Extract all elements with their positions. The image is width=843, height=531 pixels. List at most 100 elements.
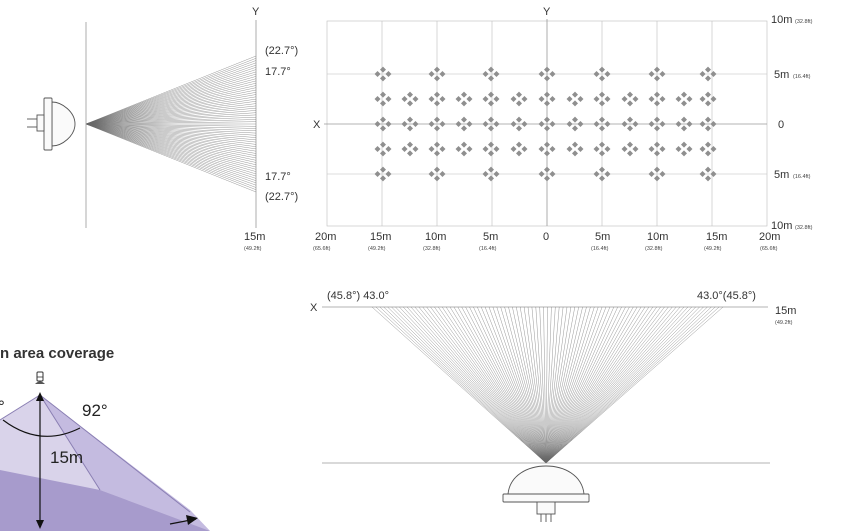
beam-ray (85, 123, 257, 179)
beam-ray (85, 105, 257, 125)
detection-zone-blob (604, 146, 611, 152)
detection-zone-blob (572, 100, 578, 107)
beam-ray (85, 123, 257, 143)
beam-ray (535, 306, 547, 464)
detection-zone-blob (538, 71, 545, 77)
detection-zone-blob (675, 96, 682, 102)
detection-zone-blob (482, 71, 489, 77)
beam-ray (85, 123, 257, 175)
detection-zone-blob (675, 121, 682, 127)
detection-zone-blob (549, 146, 556, 152)
beam-ray (85, 112, 257, 125)
detection-zone-blob (488, 91, 494, 98)
detection-zone-blob (455, 96, 462, 102)
detection-zone-blob (374, 71, 381, 77)
detection-zone-blob (544, 166, 550, 173)
detection-zone-blob (572, 150, 578, 157)
detection-zone-blob (412, 146, 419, 152)
beam-ray (504, 306, 547, 464)
beam-ray (545, 306, 657, 464)
beam-ray (453, 306, 547, 464)
beam-ray (545, 306, 599, 464)
beam-ray (545, 306, 681, 464)
detection-zone-blob (648, 146, 655, 152)
beam-ray (445, 306, 547, 464)
beam-ray (85, 123, 257, 150)
detection-zone-blob (654, 75, 660, 82)
beam-ray (85, 98, 257, 125)
detection-zone-blob (434, 66, 440, 73)
height-arrow-head-up (36, 392, 44, 401)
pyramid-edge (39, 394, 191, 513)
beam-ray (371, 306, 547, 464)
bottom-label-7-m: 15m (706, 231, 727, 243)
detection-zone-blob (710, 146, 717, 152)
detection-zone-blob (549, 71, 556, 77)
detection-zone-blob (434, 166, 440, 173)
detection-zone-blob (407, 125, 413, 132)
beam-ray (545, 306, 673, 464)
coverage-pyramid-floor (0, 470, 210, 531)
detection-zone-blob (632, 121, 639, 127)
detection-zone-blob (675, 146, 682, 152)
outer-angle-top: (22.7°) (265, 45, 298, 57)
detection-zone-blob (434, 125, 440, 132)
detection-zone-blob (434, 100, 440, 107)
detection-zone-blob (599, 125, 605, 132)
beam-ray (545, 306, 568, 464)
beam-ray (527, 306, 547, 464)
detection-zone-blob (710, 171, 717, 177)
beam-ray (508, 306, 547, 464)
beam-ray (545, 306, 583, 464)
beam-ray (85, 123, 257, 145)
side-view-range-m: 15m (244, 231, 265, 243)
detection-zone-blob (544, 66, 550, 73)
beam-ray (85, 123, 257, 131)
beam-ray (414, 306, 547, 464)
detection-zone-blob (466, 96, 473, 102)
beam-ray (545, 306, 630, 464)
beam-ray (545, 306, 622, 464)
detection-zone-blob (412, 121, 419, 127)
beam-ray (545, 306, 696, 464)
detection-zone-blob (577, 96, 584, 102)
detection-zone-blob (374, 96, 381, 102)
beam-ray (545, 306, 552, 464)
detection-zone-blob (488, 125, 494, 132)
beam-ray (434, 306, 547, 464)
detection-zone-blob (627, 141, 633, 148)
beam-ray (488, 306, 547, 464)
detection-zone-blob (627, 116, 633, 123)
detection-zone-blob (538, 171, 545, 177)
beam-ray (539, 306, 547, 464)
inner-angle-bottom: 17.7° (265, 171, 291, 183)
detection-zone-blob (632, 146, 639, 152)
detection-zone-blob (593, 71, 600, 77)
detection-zone-blob (538, 96, 545, 102)
detection-zone-blob (686, 96, 693, 102)
side-view: Y (22.7°) 17.7° 17.7° (22.7°) 15m (49.2f… (27, 6, 298, 252)
detection-zone-blob (385, 146, 392, 152)
detection-zone-blob (493, 171, 500, 177)
detection-zone-blob (577, 146, 584, 152)
detection-zone-blob (401, 96, 408, 102)
detection-zone-blob (627, 91, 633, 98)
bottom-label-4-m: 0 (543, 231, 549, 243)
beam-ray (85, 123, 257, 141)
detection-zone-blob (710, 121, 717, 127)
detection-zone-blob (407, 150, 413, 157)
beam-ray (473, 306, 547, 464)
detection-zone-blob (710, 71, 717, 77)
right-label-1-ft: (16.4ft) (793, 74, 811, 80)
detection-zone-blob (482, 121, 489, 127)
beam-ray (492, 306, 547, 464)
detection-zone-blob (599, 150, 605, 157)
sensor-side-icon (27, 97, 76, 151)
detection-zone-blob (699, 96, 706, 102)
beam-ray (85, 107, 257, 125)
detection-zone-blob (549, 171, 556, 177)
bottom-label-5-m: 5m (595, 231, 610, 243)
beam-ray (449, 306, 547, 464)
beam-ray (85, 123, 257, 186)
detection-zone-blob (544, 175, 550, 182)
